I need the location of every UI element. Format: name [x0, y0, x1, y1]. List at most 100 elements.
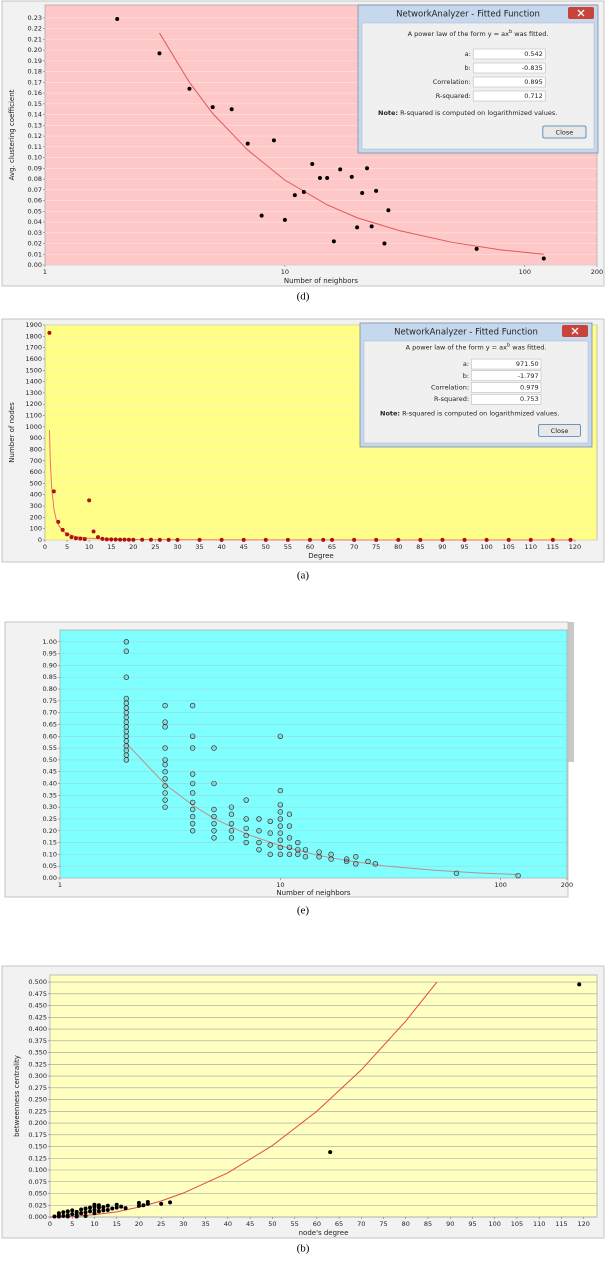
y-tick-label: 0.22	[28, 25, 42, 33]
y-tick-label: 0	[38, 536, 42, 544]
x-tick-label: 0	[43, 543, 47, 551]
data-point	[295, 851, 301, 858]
plot-area	[49, 974, 598, 1218]
data-point	[256, 846, 262, 853]
data-point	[302, 854, 309, 860]
y-tick-label: 0.90	[43, 661, 57, 669]
data-point	[162, 783, 168, 789]
data-point	[113, 537, 118, 542]
y-tick-label: 900	[30, 434, 42, 442]
x-tick-label: 60	[306, 543, 314, 551]
dialog-button[interactable]	[542, 125, 587, 139]
y-tick-label: 0.09	[28, 164, 42, 172]
x-tick-label: 40	[224, 1220, 232, 1228]
dialog-field-value: 0.895	[524, 78, 543, 86]
y-tick-label: 0.05	[43, 862, 57, 870]
y-tick-label: 0.15	[28, 100, 42, 108]
x-tick-label: 10	[276, 881, 284, 889]
data-point	[277, 823, 284, 829]
dialog-field-value: -0.835	[522, 64, 543, 72]
data-point	[286, 851, 293, 858]
y-tick-label: 0.17	[28, 78, 42, 86]
y-tick-label: 0.10	[43, 850, 57, 858]
data-point	[70, 1208, 75, 1213]
y-tick-label: 1500	[25, 366, 42, 374]
x-tick-label: 120	[569, 543, 581, 551]
x-tick-label: 85	[424, 1220, 432, 1228]
data-point	[462, 537, 467, 542]
x-tick-label: 10	[85, 543, 93, 551]
data-point	[211, 806, 217, 813]
x-tick-label: 5	[65, 543, 69, 551]
data-point	[328, 856, 334, 862]
data-point	[330, 537, 335, 542]
data-point	[61, 1210, 66, 1215]
x-tick-label: 65	[335, 1220, 343, 1228]
y-tick-label: 0.75	[43, 697, 57, 705]
data-point	[136, 1200, 141, 1205]
fit-dialog: NetworkAnalyzer - Fitted Function A power…	[359, 322, 593, 448]
data-point	[189, 820, 196, 827]
data-point	[286, 835, 293, 841]
data-point	[157, 51, 162, 56]
data-point	[243, 832, 249, 839]
data-point	[374, 188, 379, 193]
data-point	[211, 820, 217, 827]
y-axis-label: Number of nodes	[8, 402, 16, 463]
dialog-field-box	[471, 393, 542, 405]
dialog-intro-part: A power law of the form	[408, 30, 488, 38]
data-point	[136, 1203, 141, 1208]
data-point	[577, 982, 582, 987]
y-tick-label: 0.000	[28, 1213, 47, 1221]
data-point	[210, 105, 215, 110]
x-tick-label: 60	[313, 1220, 321, 1228]
data-point	[51, 489, 56, 494]
dialog-button[interactable]	[538, 423, 581, 437]
y-tick-label: 0.13	[28, 121, 42, 129]
dialog-field-box	[471, 358, 542, 370]
data-point	[189, 780, 196, 787]
data-point	[219, 537, 224, 542]
x-tick-label: 105	[502, 543, 514, 551]
y-tick-label: 0.125	[28, 1154, 47, 1162]
data-point	[352, 537, 357, 542]
x-tick-label: 110	[533, 1220, 545, 1228]
x-tick-label: 35	[195, 543, 203, 551]
x-tick-label: 110	[525, 543, 537, 551]
data-point	[109, 537, 114, 542]
dialog-intro-part: y = ax	[488, 30, 509, 38]
data-point	[131, 537, 136, 542]
x-tick-label: 85	[416, 543, 424, 551]
data-point	[396, 537, 401, 542]
data-point	[105, 1207, 110, 1212]
y-tick-label: 500	[30, 479, 42, 487]
y-tick-label: 1900	[25, 321, 42, 329]
dialog-field-label: b:	[463, 372, 469, 380]
x-tick-label: 200	[591, 268, 603, 276]
y-tick-label: 0.500	[28, 978, 47, 986]
y-tick-label: 1700	[25, 344, 42, 352]
data-point	[83, 1206, 88, 1211]
data-point	[52, 1214, 57, 1219]
x-tick-label: 100	[480, 543, 492, 551]
data-point	[343, 856, 350, 862]
data-point	[256, 839, 262, 846]
y-tick-label: 0.85	[43, 673, 57, 681]
y-tick-label: 0.300	[28, 1072, 47, 1080]
data-point	[369, 224, 374, 229]
y-tick-label: 0.02	[28, 240, 42, 248]
data-point	[123, 709, 130, 716]
dialog-note: Note: R-squared is computed on logarithm…	[380, 409, 559, 417]
data-point	[123, 674, 130, 680]
dialog-field-box	[472, 90, 546, 102]
dialog-note-label: Note:	[380, 409, 400, 417]
y-tick-label: 0.60	[43, 732, 57, 740]
x-tick-label: 15	[107, 543, 115, 551]
data-point	[267, 851, 273, 858]
y-tick-label: 0.65	[43, 720, 57, 728]
y-tick-label: 1800	[25, 332, 42, 340]
data-point	[277, 816, 284, 822]
x-tick-label: 1	[43, 268, 47, 276]
data-point	[123, 747, 130, 754]
data-point	[349, 174, 354, 179]
